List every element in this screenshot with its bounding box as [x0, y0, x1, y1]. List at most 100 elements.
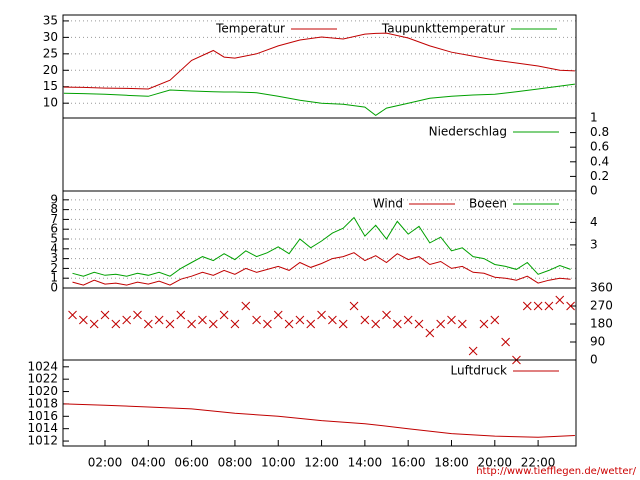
point	[187, 319, 196, 329]
y-tick-label: 35	[43, 13, 58, 27]
point	[328, 315, 337, 325]
point	[68, 310, 77, 320]
y-tick-label: 2	[50, 261, 58, 275]
y-tick-label: 0.2	[590, 169, 609, 183]
panel-frame	[62, 359, 577, 447]
y-tick-label: 1	[50, 271, 58, 285]
legend-label: Niederschlag	[429, 125, 507, 139]
x-tick-label: 04:00	[131, 456, 166, 470]
point	[208, 319, 218, 329]
y-tick-label: 0	[590, 184, 598, 198]
point	[273, 310, 283, 320]
point	[252, 315, 261, 325]
y-tick-label: 0.6	[590, 140, 609, 154]
point	[122, 315, 132, 325]
point	[338, 319, 348, 329]
point	[165, 319, 175, 329]
legend-label: Boeen	[469, 197, 507, 211]
point	[555, 295, 565, 305]
y-tick-label: 3	[50, 251, 58, 265]
y-tick-label: 1020	[27, 384, 58, 398]
point	[468, 346, 478, 356]
point	[143, 319, 153, 329]
point	[89, 319, 99, 329]
point	[111, 319, 121, 329]
x-tick-label: 22:00	[521, 456, 556, 470]
y-tick-label: 1012	[27, 434, 58, 448]
source-url: http://www.tiefflegen.de/wetter/	[476, 466, 636, 477]
y-tick-label: 1024	[27, 359, 58, 373]
point	[522, 301, 532, 311]
y-tick-label: 270	[590, 299, 613, 313]
y-tick-label: 6	[50, 222, 58, 236]
point	[241, 301, 251, 311]
x-tick-label: 18:00	[434, 456, 469, 470]
point	[263, 319, 272, 329]
y-tick-label: 0	[590, 353, 598, 367]
y-tick-label: 90	[590, 335, 605, 349]
point	[306, 319, 316, 329]
point	[479, 319, 489, 329]
point	[154, 315, 164, 325]
y-tick-label: 0.4	[590, 154, 609, 168]
legend-label: Luftdruck	[450, 364, 507, 378]
y-tick-label: 1016	[27, 409, 58, 423]
point	[490, 315, 500, 325]
series-line	[63, 32, 575, 90]
point	[230, 319, 240, 329]
point	[425, 328, 435, 338]
x-tick-label: 08:00	[218, 456, 253, 470]
y-tick-label: 9	[50, 192, 58, 206]
y-tick-label: 25	[43, 46, 58, 60]
point	[414, 319, 424, 329]
x-tick-label: 02:00	[88, 456, 123, 470]
y-tick-label: 1014	[27, 421, 58, 435]
point	[100, 310, 110, 320]
point	[133, 310, 142, 320]
point	[392, 319, 402, 329]
panel-frame	[62, 287, 577, 361]
y-tick-label: 20	[43, 63, 58, 77]
x-tick-label: 10:00	[261, 456, 296, 470]
point	[219, 310, 229, 320]
point	[382, 310, 391, 320]
y-tick-label: 7	[50, 212, 58, 226]
y-tick-label: 15	[43, 79, 58, 93]
point	[533, 301, 543, 311]
y-tick-label: 4	[50, 241, 58, 255]
y-tick-label: 10	[43, 96, 58, 110]
x-tick-label: 16:00	[391, 456, 426, 470]
point	[198, 315, 207, 325]
y-tick-label: 8	[50, 202, 58, 216]
y-tick-label: 180	[590, 317, 613, 331]
y-tick-label: 0.8	[590, 125, 609, 139]
y-tick-label: 1	[590, 111, 598, 125]
point	[360, 315, 370, 325]
point	[457, 319, 467, 329]
y-tick-label: 5	[50, 232, 58, 246]
series-line	[63, 403, 575, 438]
x-tick-label: 12:00	[304, 456, 339, 470]
point	[176, 310, 186, 320]
series-line	[72, 252, 571, 286]
point	[284, 319, 294, 329]
point	[317, 310, 326, 320]
series-line	[63, 83, 575, 117]
point	[436, 319, 446, 329]
point	[371, 319, 381, 329]
legend-label: Wind	[373, 197, 403, 211]
point	[349, 301, 359, 311]
point	[447, 315, 456, 325]
point	[501, 337, 510, 347]
point	[544, 301, 554, 311]
y2-tick-label: 3	[590, 237, 598, 251]
x-tick-label: 06:00	[174, 456, 209, 470]
y-tick-label: 30	[43, 30, 58, 44]
point	[79, 315, 88, 325]
y-tick-label: 0	[50, 281, 58, 295]
y-tick-label: 1018	[27, 396, 58, 410]
y2-tick-label: 4	[590, 215, 598, 229]
legend-label: Temperatur	[215, 22, 285, 36]
point	[403, 315, 413, 325]
